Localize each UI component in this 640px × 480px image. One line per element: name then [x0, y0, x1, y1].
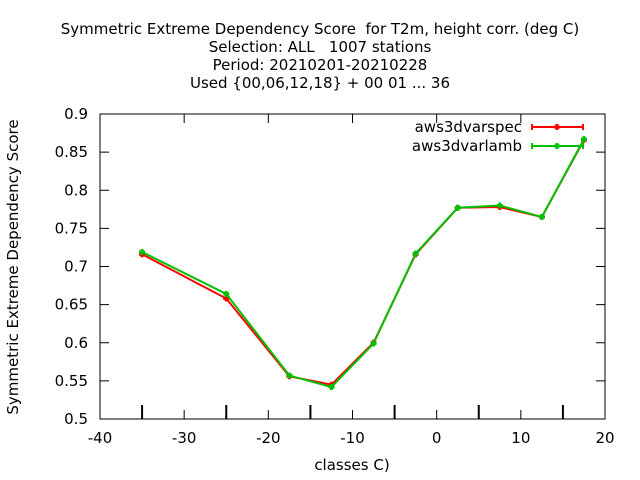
plot-frame	[99, 113, 606, 420]
x-tick-label: -40	[88, 429, 113, 447]
data-point-aws3dvarlamb	[370, 340, 377, 347]
data-point-aws3dvarlamb	[580, 136, 587, 143]
x-tick-label: -10	[340, 429, 365, 447]
y-tick-label: 0.8	[64, 181, 88, 199]
data-point-aws3dvarlamb	[538, 213, 545, 220]
chart-title-line-4: Used {00,06,12,18} + 00 01 ... 36	[189, 74, 451, 92]
series-line-aws3dvarspec	[141, 139, 585, 386]
chart-title-line-2: Selection: ALL 1007 stations	[208, 38, 432, 56]
data-point-aws3dvarlamb	[496, 202, 503, 209]
chart-title-line-3: Period: 20210201-20210228	[212, 56, 428, 74]
data-point-aws3dvarlamb	[454, 204, 461, 211]
y-tick-label: 0.9	[64, 105, 88, 123]
data-point-aws3dvarlamb	[412, 250, 419, 257]
x-tick-label: 20	[595, 429, 614, 447]
x-axis-label: classes C)	[314, 456, 389, 474]
x-tick-label: -30	[172, 429, 197, 447]
series-line-aws3dvarlamb	[141, 138, 585, 389]
legend-label-aws3dvarlamb: aws3dvarlamb	[412, 137, 522, 155]
y-tick-label: 0.7	[64, 258, 88, 276]
y-tick-label: 0.85	[55, 143, 88, 161]
data-point-aws3dvarlamb	[139, 249, 146, 256]
y-tick-label: 0.75	[55, 219, 88, 237]
x-tick-label: 0	[432, 429, 442, 447]
data-point-aws3dvarlamb	[223, 290, 230, 297]
y-tick-label: 0.5	[64, 410, 88, 428]
data-point-aws3dvarlamb	[286, 372, 293, 379]
chart-title-line-1: Symmetric Extreme Dependency Score for T…	[60, 20, 580, 38]
data-point-aws3dvarlamb	[328, 383, 335, 390]
y-tick-label: 0.55	[55, 372, 88, 390]
y-axis-label: Symmetric Extreme Dependency Score	[4, 119, 22, 414]
y-tick-label: 0.65	[55, 296, 88, 314]
x-tick-label: 10	[511, 429, 530, 447]
y-tick-label: 0.6	[64, 334, 88, 352]
legend-label-aws3dvarspec: aws3dvarspec	[415, 118, 522, 136]
x-tick-label: -20	[256, 429, 281, 447]
